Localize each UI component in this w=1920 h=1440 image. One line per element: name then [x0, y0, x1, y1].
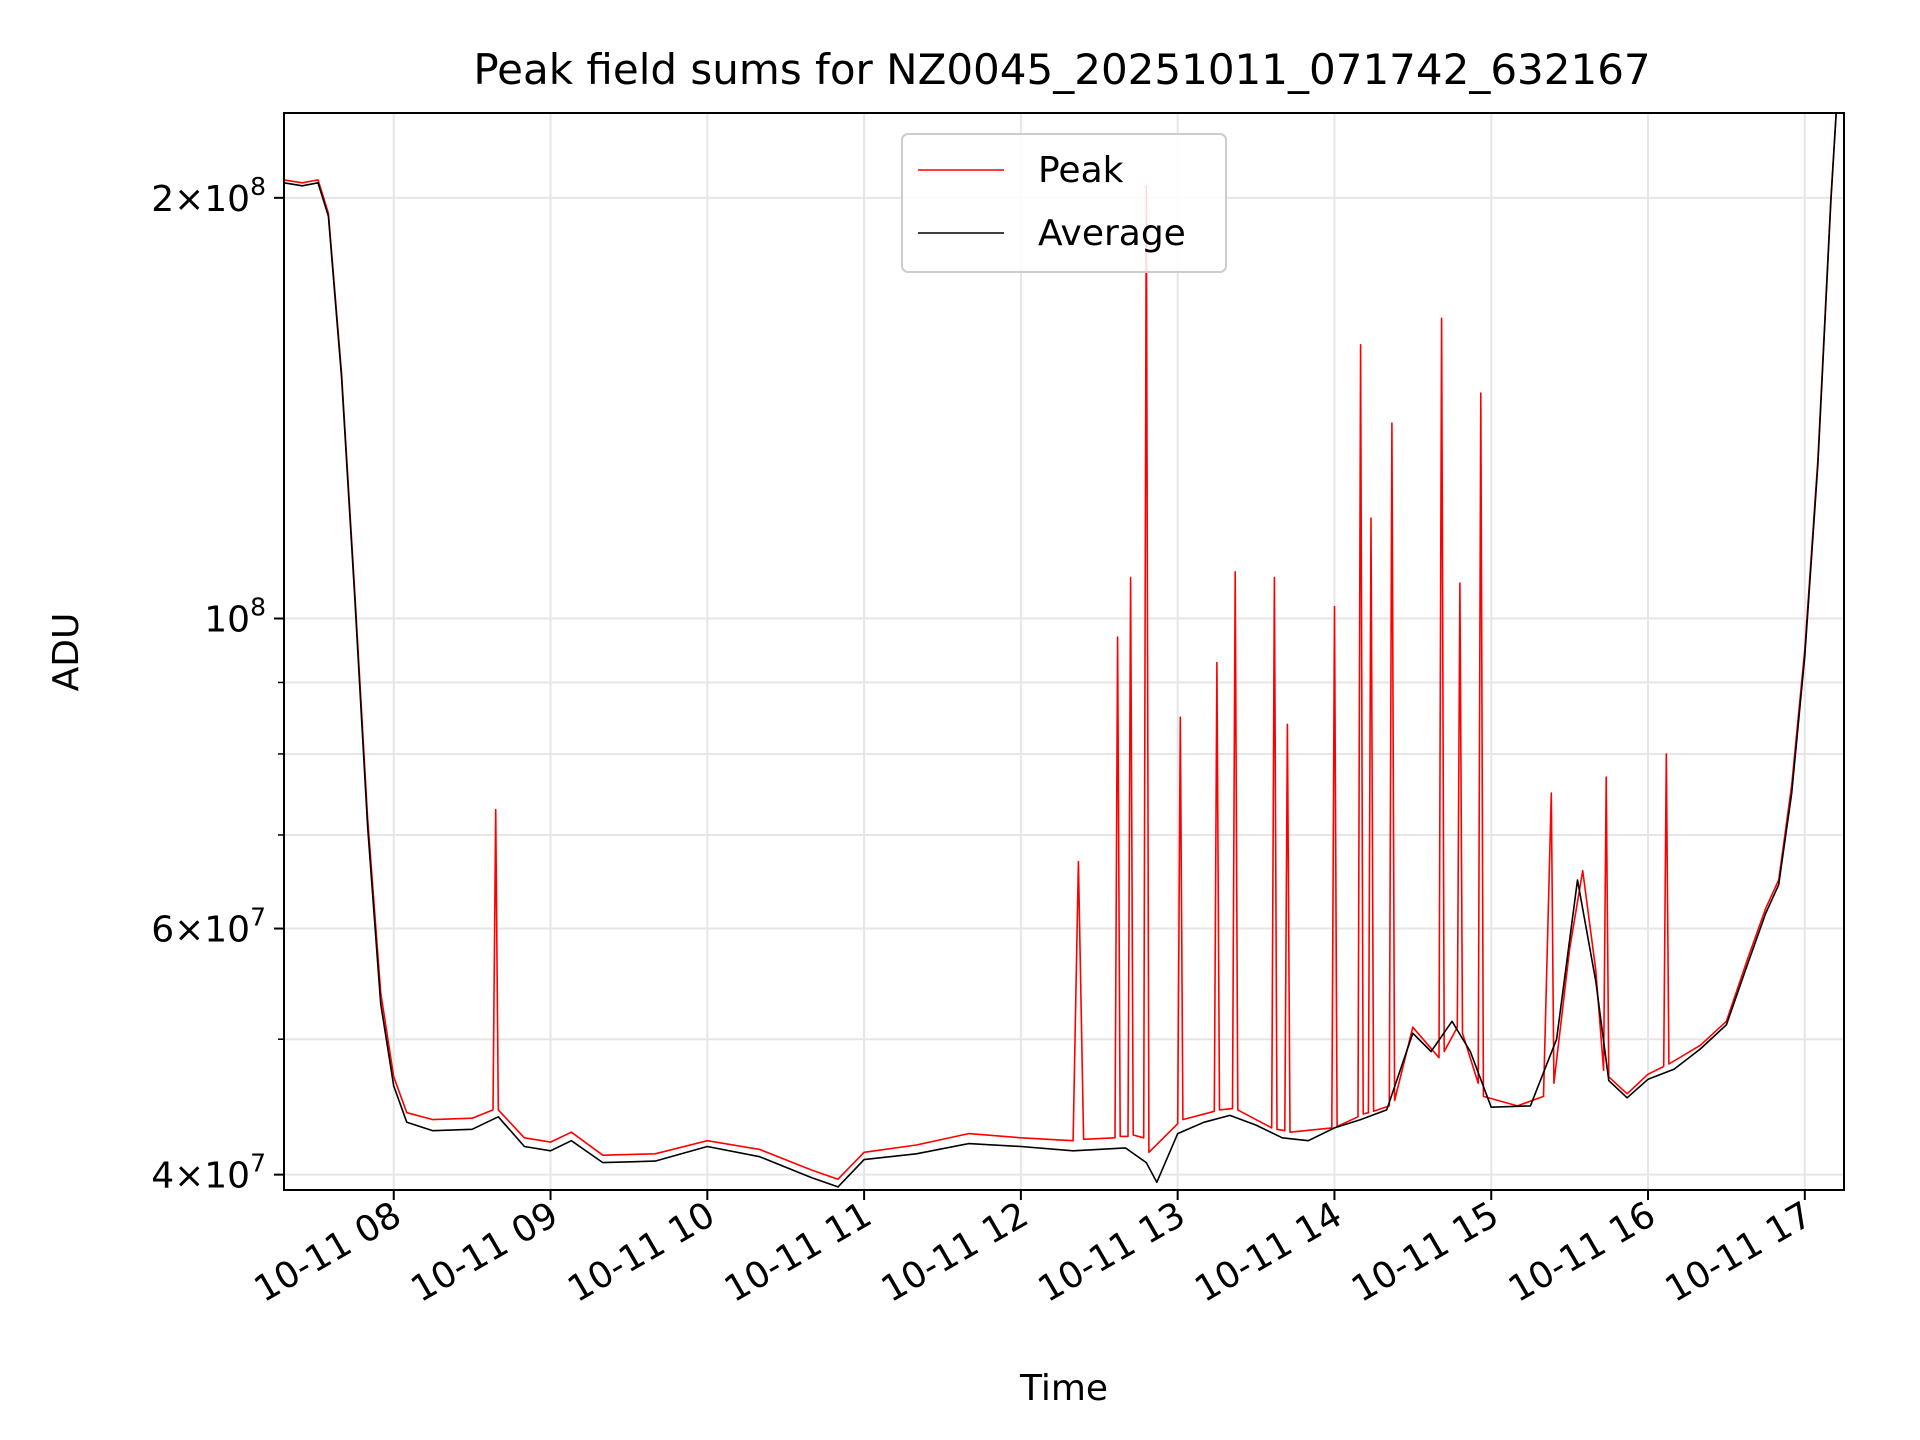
legend: Peak Average [901, 133, 1227, 273]
y-tick-exponent: 7 [250, 1149, 266, 1178]
y-tick-exponent: 8 [250, 593, 266, 622]
series-line-average [283, 112, 1837, 1188]
legend-label-average: Average [1038, 213, 1186, 254]
y-axis-label: ADU [46, 613, 87, 692]
y-tick-label: 4×107 [151, 1149, 266, 1197]
y-tick-label-text: 4×107 [151, 1149, 266, 1197]
series-layer [283, 112, 1837, 1188]
y-tick-mantissa: 6 [151, 910, 174, 951]
y-tick-label: 2×108 [151, 172, 266, 220]
chart-title: Peak field sums for NZ0045_20251011_0717… [473, 45, 1650, 94]
y-tick-mantissa: 4 [151, 1156, 174, 1197]
y-tick-label-text: 2×108 [151, 172, 266, 220]
y-tick-exponent: 7 [250, 903, 266, 932]
legend-label-peak: Peak [1038, 150, 1124, 191]
plot-frame [283, 112, 1845, 1191]
y-tick-exponent: 8 [250, 172, 266, 201]
y-tick-label: 6×107 [151, 903, 266, 951]
x-axis-label: Time [1019, 1368, 1108, 1409]
legend-box [901, 133, 1227, 273]
y-tick-label-text: 6×107 [151, 903, 266, 951]
series-line-peak [283, 112, 1837, 1180]
y-tick-mantissa: 2 [151, 179, 174, 220]
